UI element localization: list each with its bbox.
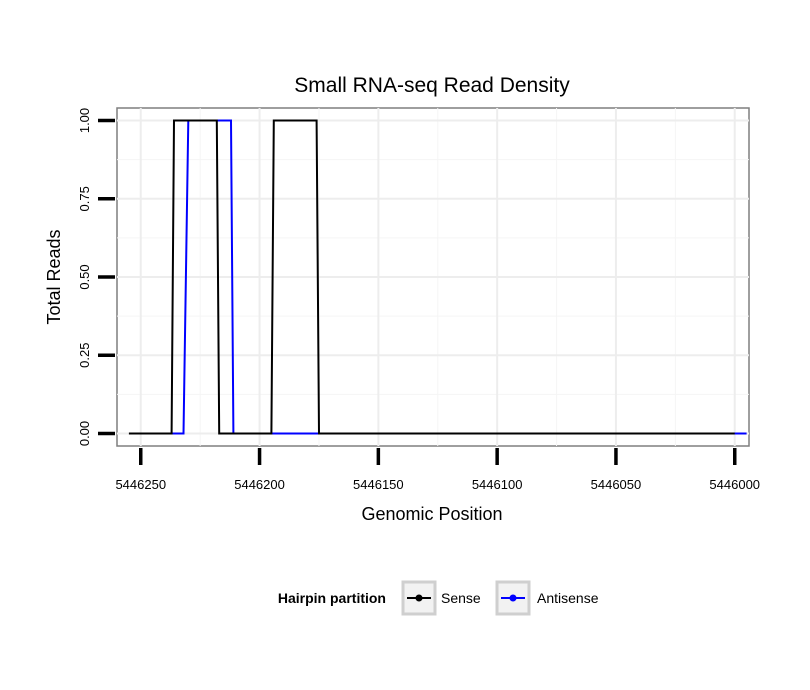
legend: Hairpin partition Sense Antisense	[278, 580, 599, 616]
x-tick-label: 5446150	[353, 477, 404, 492]
y-tick-label: 0.00	[77, 421, 92, 446]
y-axis-ticks: 0.00 0.25 0.50 0.75 1.00	[77, 108, 115, 446]
x-tick-label: 5446200	[234, 477, 285, 492]
legend-label-sense: Sense	[441, 590, 481, 606]
x-tick-label: 5446100	[472, 477, 523, 492]
legend-point-sense	[415, 594, 423, 602]
x-axis-ticks: 5446250 5446200 5446150 5446100 5446050 54460…	[115, 448, 760, 492]
legend-label-antisense: Antisense	[537, 590, 599, 606]
x-axis-title: Genomic Position	[361, 504, 502, 524]
x-tick-label: 5446250	[115, 477, 166, 492]
legend-items: Sense Antisense	[401, 580, 599, 616]
y-tick-label: 0.50	[77, 264, 92, 289]
x-tick-label: 5446000	[709, 477, 760, 492]
chart-title: Small RNA-seq Read Density	[294, 74, 570, 97]
series-lines	[128, 119, 747, 435]
series-line-sense	[128, 119, 735, 435]
grid-minor	[117, 108, 749, 446]
legend-title: Hairpin partition	[278, 590, 386, 606]
y-tick-label: 1.00	[77, 108, 92, 133]
x-tick-label: 5446050	[591, 477, 642, 492]
y-tick-label: 0.75	[77, 186, 92, 211]
legend-point-antisense	[509, 594, 517, 602]
y-tick-label: 0.25	[77, 343, 92, 368]
y-axis-title: Total Reads	[44, 229, 64, 324]
